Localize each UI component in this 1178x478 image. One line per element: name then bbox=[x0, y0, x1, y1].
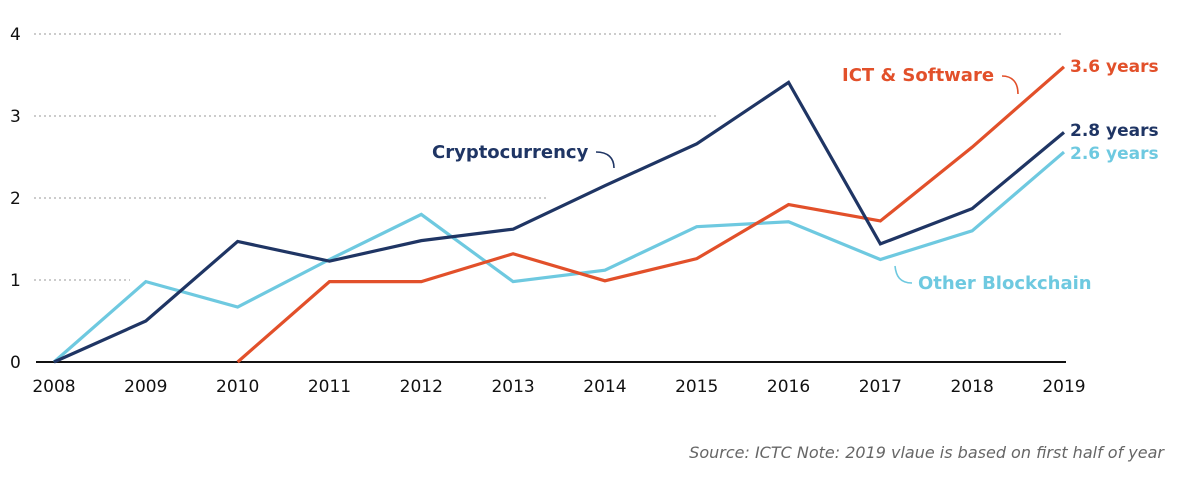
series-name-label: ICT & Software bbox=[842, 65, 994, 86]
x-tick-label: 2019 bbox=[1042, 377, 1085, 397]
x-tick-label: 2009 bbox=[124, 377, 167, 397]
x-tick-label: 2015 bbox=[675, 377, 718, 397]
source-note: Source: ICTC Note: 2019 vlaue is based o… bbox=[689, 443, 1164, 462]
series-end-label: 2.8 years bbox=[1070, 121, 1159, 141]
series-labels: Cryptocurrency ICT & Software Other Blockc… bbox=[432, 57, 1159, 294]
y-tick-label: 4 bbox=[10, 25, 21, 45]
x-tick-label: 2012 bbox=[400, 377, 443, 397]
x-tick-label: 2008 bbox=[32, 377, 75, 397]
series-end-label: 3.6 years bbox=[1070, 57, 1159, 77]
y-tick-label: 3 bbox=[10, 107, 21, 127]
series-end-label: 2.6 years bbox=[1070, 144, 1159, 164]
x-tick-label: 2018 bbox=[951, 377, 994, 397]
series-line bbox=[53, 80, 1066, 364]
series-name-label: Cryptocurrency bbox=[432, 142, 589, 163]
label-leader bbox=[1001, 75, 1019, 95]
series-line bbox=[236, 65, 1066, 364]
series-name-label: Other Blockchain bbox=[918, 273, 1092, 294]
y-axis-ticks: 0 1 2 3 4 bbox=[10, 25, 21, 373]
series-lines bbox=[52, 65, 1066, 364]
y-tick-label: 1 bbox=[10, 271, 21, 291]
y-tick-label: 0 bbox=[10, 353, 21, 373]
x-tick-label: 2016 bbox=[767, 377, 810, 397]
grid-lines bbox=[34, 33, 1064, 281]
x-tick-label: 2011 bbox=[308, 377, 351, 397]
x-axis-ticks: 2008 2009 2010 2011 2012 2013 2014 2015 2016 2017… bbox=[32, 377, 1085, 397]
series-line bbox=[52, 150, 1066, 364]
label-leader bbox=[894, 265, 913, 284]
x-tick-label: 2010 bbox=[216, 377, 259, 397]
x-tick-label: 2013 bbox=[491, 377, 534, 397]
label-leader bbox=[595, 151, 615, 169]
y-tick-label: 2 bbox=[10, 189, 21, 209]
x-tick-label: 2017 bbox=[859, 377, 902, 397]
x-tick-label: 2014 bbox=[583, 377, 626, 397]
